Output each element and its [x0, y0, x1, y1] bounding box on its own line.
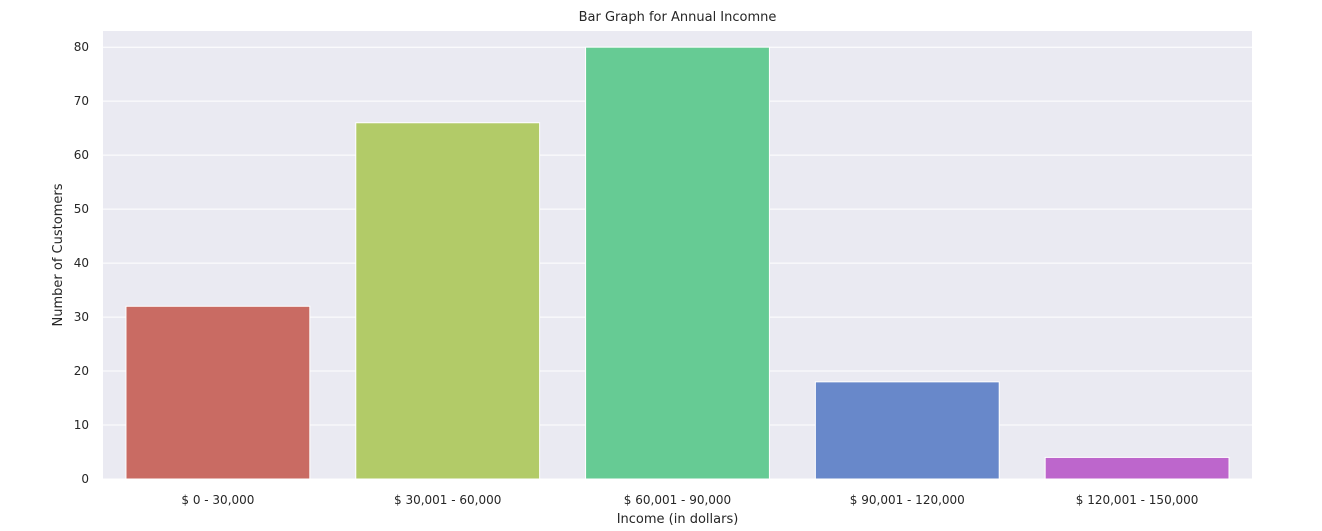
y-tick-labels: 0 10 20 30 40 50 60 70 80: [74, 40, 89, 486]
y-tick-label: 30: [74, 310, 89, 324]
y-tick-label: 40: [74, 256, 89, 270]
y-tick-label: 0: [81, 472, 89, 486]
bar: [355, 122, 541, 480]
x-tick-label: $ 30,001 - 60,000: [394, 493, 501, 507]
bar: [814, 381, 1000, 480]
x-tick-label: $ 90,001 - 120,000: [850, 493, 965, 507]
y-tick-label: 80: [74, 40, 89, 54]
bars: [125, 46, 1230, 480]
x-axis-label: Income (in dollars): [617, 512, 739, 527]
bar: [1044, 456, 1230, 480]
chart-title: Bar Graph for Annual Incomne: [579, 10, 777, 25]
y-tick-label: 60: [74, 148, 89, 162]
y-tick-label: 50: [74, 202, 89, 216]
y-tick-label: 70: [74, 94, 89, 108]
x-tick-label: $ 0 - 30,000: [181, 493, 254, 507]
x-tick-label: $ 120,001 - 150,000: [1076, 493, 1199, 507]
y-tick-label: 20: [74, 364, 89, 378]
y-tick-label: 10: [74, 418, 89, 432]
bar: [125, 305, 311, 480]
y-axis-label: Number of Customers: [51, 183, 66, 326]
x-tick-label: $ 60,001 - 90,000: [624, 493, 731, 507]
x-tick-labels: $ 0 - 30,000 $ 30,001 - 60,000 $ 60,001 - …: [181, 493, 1198, 507]
bar: [585, 46, 770, 480]
